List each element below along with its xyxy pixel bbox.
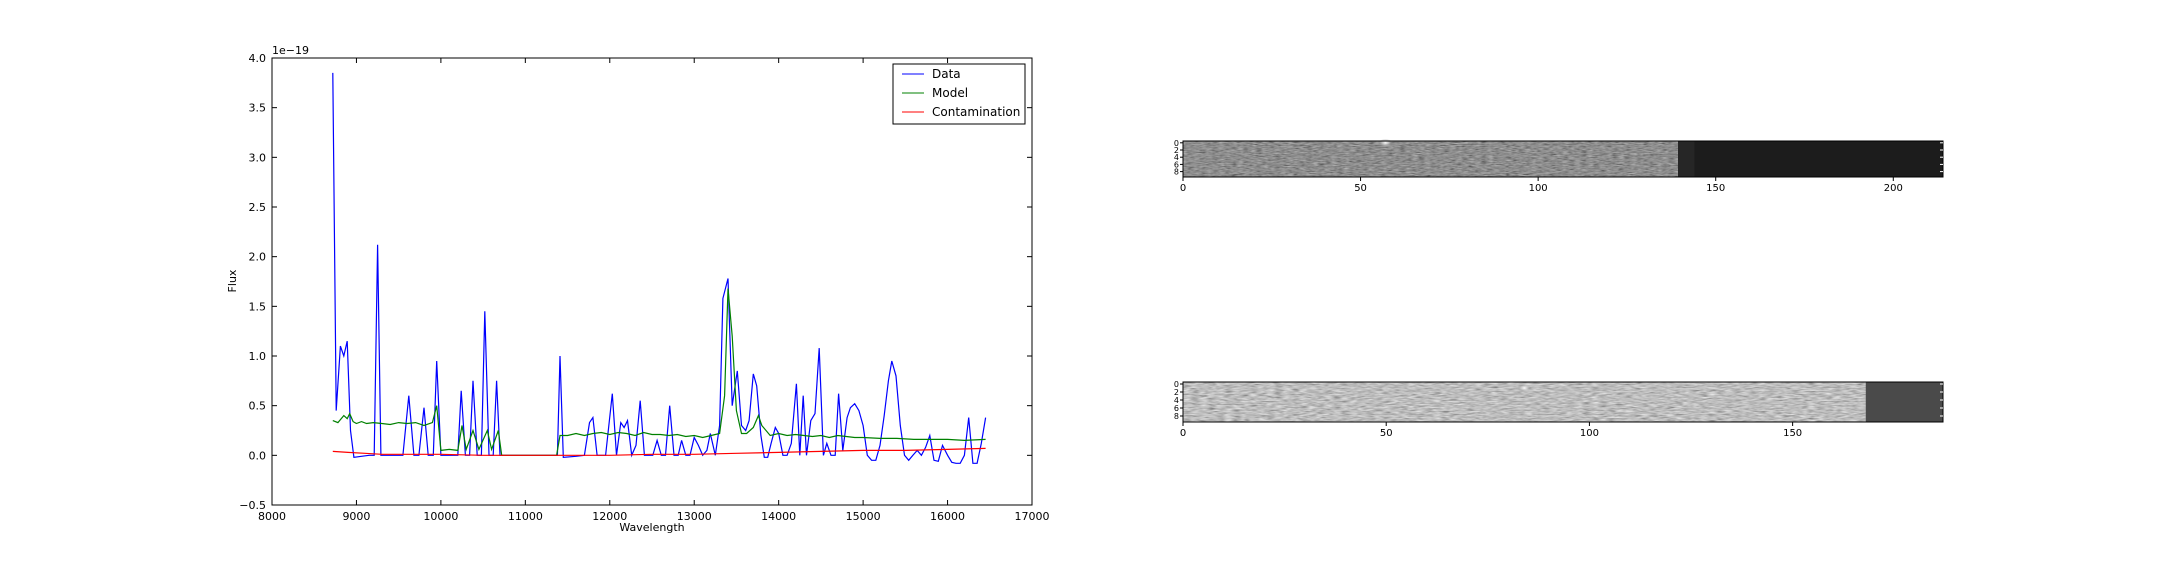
y-tick-label: 3.5	[249, 102, 267, 115]
image-x-tick-label: 200	[1884, 183, 1903, 194]
spectrum-chart: 8000 9000 10000 11000 12000 13000 14000 15000 16…	[226, 44, 1050, 534]
spectrum-y-label: Flux	[226, 269, 239, 292]
x-tick-label: 13000	[677, 510, 712, 523]
image-bottom-frame	[1182, 381, 1944, 423]
y-tick-label: 3.0	[249, 151, 267, 164]
y-tick-label: 2.0	[249, 251, 267, 264]
series-line-contamination	[332, 447, 986, 456]
y-tick-label: 0.5	[249, 400, 267, 413]
image-y-tick-label: 2	[1174, 388, 1179, 397]
legend-label-contamination: Contamination	[932, 105, 1020, 119]
image-bottom-bright-spot	[1517, 384, 1532, 392]
image-x-tick-label: 150	[1706, 183, 1725, 194]
image-x-tick-label: 0	[1180, 428, 1186, 439]
image-y-tick-label: 2	[1174, 146, 1179, 155]
x-tick-label: 11000	[508, 510, 543, 523]
y-tick-label: −0.5	[239, 499, 266, 512]
image-x-tick-label: 50	[1354, 183, 1367, 194]
image-bottom-x-ticks: 0 50 100 150	[1180, 422, 1802, 439]
series-line-model	[332, 288, 986, 456]
x-tick-label: 10000	[423, 510, 458, 523]
spectrum-x-ticks: 8000 9000 10000 11000 12000 13000 14000 15000 16…	[258, 58, 1050, 523]
legend-label-model: Model	[932, 86, 968, 100]
image-x-tick-label: 150	[1783, 428, 1802, 439]
image-y-tick-label: 6	[1174, 160, 1179, 169]
x-tick-label: 9000	[342, 510, 370, 523]
x-tick-label: 15000	[846, 510, 881, 523]
image-y-tick-label: 8	[1174, 412, 1179, 421]
image-y-tick-label: 0	[1174, 380, 1179, 389]
spectrum-axes-frame	[271, 57, 1033, 506]
image-x-tick-label: 0	[1180, 183, 1186, 194]
image-top-bright-spot	[1378, 138, 1393, 147]
spectrum-legend: Data Model Contamination	[892, 63, 1026, 125]
image-y-tick-label: 4	[1174, 396, 1179, 405]
y-tick-label: 1.5	[249, 300, 267, 313]
image-y-tick-label: 6	[1174, 404, 1179, 413]
spectrum-series-group	[332, 72, 987, 464]
image-top-frame	[1182, 140, 1944, 178]
x-tick-label: 12000	[592, 510, 627, 523]
spectrum-offset-text: 1e−19	[272, 44, 309, 57]
image-x-tick-label: 100	[1580, 428, 1599, 439]
image-y-tick-label: 8	[1174, 168, 1179, 177]
image-top-noise	[1183, 141, 1678, 177]
series-line-data	[332, 72, 987, 464]
image-x-tick-label: 50	[1380, 428, 1393, 439]
x-tick-label: 14000	[761, 510, 796, 523]
x-tick-label: 17000	[1015, 510, 1050, 523]
image-x-tick-label: 100	[1529, 183, 1548, 194]
image-bottom-masked-region	[1865, 382, 1943, 422]
spectrum-x-label: Wavelength	[619, 521, 684, 534]
image-top-masked-region	[1694, 141, 1943, 177]
image-top-x-ticks: 0 50 100 150 200	[1180, 177, 1903, 194]
spectrum-y-ticks: −0.5 0.0 0.5 1.0 1.5 2.0 2.5 3.0 3.5 4.0	[239, 52, 1032, 512]
y-tick-label: 1.0	[249, 350, 267, 363]
y-tick-label: 0.0	[249, 449, 267, 462]
image-y-tick-label: 4	[1174, 153, 1179, 162]
y-tick-label: 2.5	[249, 201, 267, 214]
y-tick-label: 4.0	[249, 52, 267, 65]
x-tick-label: 16000	[930, 510, 965, 523]
legend-label-data: Data	[932, 67, 961, 81]
image-y-tick-label: 0	[1174, 139, 1179, 148]
x-tick-label: 8000	[258, 510, 286, 523]
